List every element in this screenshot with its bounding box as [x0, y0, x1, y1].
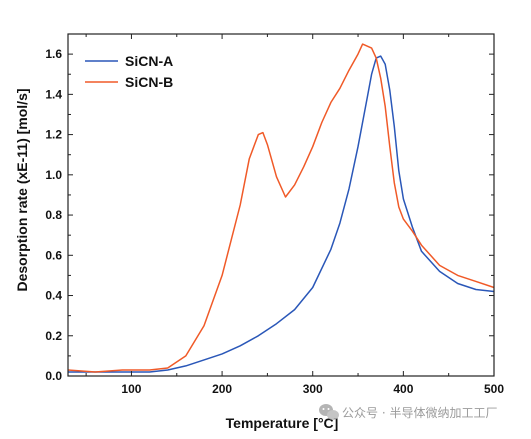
legend-label-sicn-b: SiCN-B — [125, 74, 173, 90]
series-line-sicn-b — [67, 43, 495, 373]
y-axis-title: Desorption rate (xE-11) [mol/s] — [14, 88, 30, 291]
x-tick-label: 200 — [212, 382, 232, 396]
x-tick-label: 400 — [393, 382, 413, 396]
plot-background — [68, 34, 494, 376]
axes: 100 200 300 400 500 0.0 0.2 0.4 0.6 0.8 1.0 1.2 1.4 1… — [45, 33, 504, 396]
wechat-icon — [319, 404, 339, 420]
x-axis-title: Temperature [°C] — [226, 415, 339, 431]
y-tick-label: 0.4 — [45, 289, 62, 303]
watermark-text: 公众号 · 半导体微纳加工工厂 — [342, 406, 497, 420]
watermark: 公众号 · 半导体微纳加工工厂 — [319, 404, 497, 420]
y-tick-label: 1.2 — [45, 128, 62, 142]
series-line-sicn-a — [68, 55, 495, 373]
x-tick-label: 300 — [303, 382, 323, 396]
y-tick-label: 1.0 — [45, 168, 62, 182]
series-layer — [67, 43, 495, 373]
y-tick-label: 0.8 — [45, 208, 62, 222]
y-tick-label: 0.2 — [45, 329, 62, 343]
y-tick-label: 1.6 — [45, 47, 62, 61]
plot-area — [68, 34, 494, 376]
legend-label-sicn-a: SiCN-A — [125, 53, 173, 69]
y-tick-label: 0.0 — [45, 369, 62, 383]
x-tick-label: 500 — [484, 382, 504, 396]
plot-frame — [67, 33, 495, 377]
legend: SiCN-A SiCN-B — [85, 53, 173, 90]
y-tick-label: 1.4 — [45, 87, 62, 101]
x-tick-label: 100 — [121, 382, 141, 396]
y-tick-label: 0.6 — [45, 248, 62, 262]
